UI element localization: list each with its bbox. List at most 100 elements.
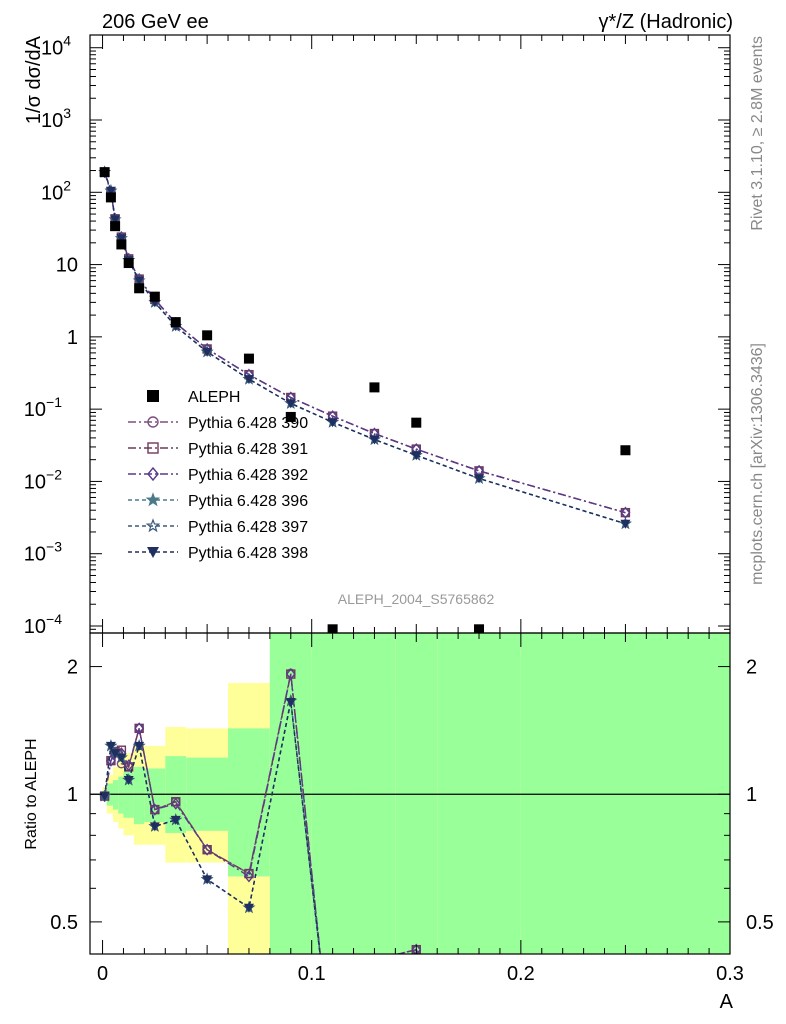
legend-item-data: ALEPH bbox=[147, 389, 240, 406]
ratio-marker-p392-8 bbox=[202, 843, 213, 856]
ratio-marker-p398-5 bbox=[134, 741, 145, 751]
aleph-point-15 bbox=[620, 445, 631, 456]
band-green-11 bbox=[311, 633, 354, 954]
main-ytick-label-6: 10−2 bbox=[24, 466, 62, 493]
ratio-marker-p392-7 bbox=[170, 797, 181, 810]
legend-label-data: ALEPH bbox=[188, 389, 240, 406]
legend-label-p398: Pythia 6.428 398 bbox=[188, 545, 308, 562]
plot-frames bbox=[89, 34, 731, 955]
xtick-label-0: 0 bbox=[97, 963, 108, 985]
main-ytick-label-4: 1 bbox=[67, 327, 78, 349]
ratio-marker-p392-10 bbox=[285, 667, 296, 681]
main-marker-p398-9 bbox=[243, 375, 254, 385]
legend-label-p390: Pythia 6.428 390 bbox=[188, 415, 308, 432]
legend-item-p397: Pythia 6.428 397 bbox=[128, 518, 308, 536]
aleph-point-8 bbox=[202, 330, 213, 341]
main-ylabel: 1/σ dσ/dA bbox=[23, 35, 45, 124]
ratio-marker-p398-9 bbox=[243, 903, 254, 913]
legend-item-p391: Pythia 6.428 391 bbox=[128, 441, 308, 458]
main-ytick-label-7: 10−3 bbox=[24, 539, 62, 566]
ratio-marker-p398-10 bbox=[285, 698, 296, 708]
main-marker-p398-14 bbox=[474, 474, 485, 484]
band-green-13 bbox=[395, 633, 438, 954]
main-ytick-label-2: 102 bbox=[41, 177, 71, 204]
aleph-point-5 bbox=[134, 283, 145, 294]
band-green-9 bbox=[228, 728, 270, 877]
aleph-point-0 bbox=[99, 167, 110, 178]
x-axis-label: A bbox=[720, 991, 734, 1013]
band-green-15 bbox=[520, 633, 730, 954]
aleph-point-9 bbox=[243, 353, 254, 364]
xtick-label-2: 0.2 bbox=[507, 963, 535, 985]
main-marker-p398-5 bbox=[134, 276, 145, 286]
main-line-p396 bbox=[103, 171, 626, 525]
legend-item-p398: Pythia 6.428 398 bbox=[128, 545, 308, 562]
ratio-ylabel: Ratio to ALEPH bbox=[23, 738, 40, 849]
mcplots-label: mcplots.cern.ch [arXiv:1306.3436] bbox=[749, 343, 766, 585]
legend-marker-p392 bbox=[147, 466, 159, 482]
aleph-point-3 bbox=[116, 239, 127, 250]
ratio-uncertainty-bands bbox=[102, 633, 730, 954]
legend-label-p391: Pythia 6.428 391 bbox=[188, 441, 308, 458]
ratio-marker-p398-1 bbox=[105, 741, 116, 751]
ratio-marker-p398-7 bbox=[170, 815, 181, 825]
ratio-ytick-label-right-0: 0.5 bbox=[746, 912, 774, 934]
ratio-marker-p392-12 bbox=[411, 943, 422, 954]
ratio-marker-p392-4 bbox=[123, 759, 134, 772]
legend-item-p396: Pythia 6.428 396 bbox=[128, 492, 308, 510]
ratio-marker-p392-5 bbox=[134, 722, 145, 735]
header-right: γ*/Z (Hadronic) bbox=[599, 11, 733, 33]
aleph-point-6 bbox=[149, 291, 160, 302]
band-green-14 bbox=[437, 633, 521, 954]
axis-ticks bbox=[90, 35, 731, 954]
ratio-marker-p398-2 bbox=[110, 749, 121, 759]
ratio-marker-p392-1 bbox=[106, 754, 116, 767]
ratio-marker-p392-9 bbox=[244, 870, 254, 883]
main-marker-p398-3 bbox=[116, 234, 127, 244]
main-ytick-label-8: 10−4 bbox=[24, 611, 62, 638]
main-marker-p390-15 bbox=[620, 507, 631, 518]
header-left: 206 GeV ee bbox=[102, 11, 209, 33]
legend-label-p397: Pythia 6.428 397 bbox=[188, 519, 308, 536]
main-marker-p398-11 bbox=[327, 418, 338, 428]
ratio-frame bbox=[89, 632, 731, 955]
ratio-ytick-label-right-1: 1 bbox=[746, 784, 757, 806]
legend: ALEPH Pythia 6.428 390 Pythia 6.428 391 Pyt… bbox=[128, 389, 308, 562]
ratio-marker-p398-3 bbox=[116, 753, 127, 763]
ratio-marker-p398-4 bbox=[123, 776, 134, 786]
main-line-p390 bbox=[103, 171, 626, 514]
aleph-point-7 bbox=[170, 317, 181, 328]
main-marker-p398-12 bbox=[369, 435, 380, 445]
analysis-id: ALEPH_2004_S5765862 bbox=[338, 591, 495, 607]
legend-marker-p390 bbox=[147, 416, 159, 428]
xtick-label-1: 0.1 bbox=[298, 963, 326, 985]
legend-marker-p396 bbox=[145, 492, 161, 507]
legend-label-p392: Pythia 6.428 392 bbox=[188, 467, 308, 484]
main-line-p391 bbox=[103, 171, 626, 514]
ratio-marker-p392-6 bbox=[149, 803, 160, 816]
main-marker-p398-15 bbox=[620, 519, 631, 529]
aleph-point-13 bbox=[411, 417, 422, 428]
aleph-data-points bbox=[99, 167, 631, 633]
band-green-5 bbox=[133, 766, 145, 825]
main-ytick-label-3: 10 bbox=[56, 255, 78, 277]
xtick-label-3: 0.3 bbox=[716, 963, 744, 985]
band-green-3 bbox=[118, 776, 124, 814]
ratio-ytick-label-left-0: 0.5 bbox=[50, 912, 78, 934]
main-series-group bbox=[98, 165, 632, 530]
legend-label-p396: Pythia 6.428 396 bbox=[188, 493, 308, 510]
main-line-p397 bbox=[103, 171, 626, 525]
main-marker-p398-2 bbox=[110, 215, 121, 225]
aleph-point-4 bbox=[123, 258, 134, 269]
legend-item-p390: Pythia 6.428 390 bbox=[128, 415, 308, 432]
band-green-12 bbox=[353, 633, 396, 954]
band-green-10 bbox=[269, 633, 312, 954]
ratio-marker-p398-8 bbox=[202, 875, 213, 885]
main-line-p398 bbox=[103, 171, 626, 525]
legend-item-p392: Pythia 6.428 392 bbox=[128, 466, 308, 484]
main-line-p392 bbox=[103, 171, 626, 514]
main-marker-p398-1 bbox=[105, 186, 116, 196]
main-marker-p398-13 bbox=[411, 451, 422, 461]
legend-marker-data bbox=[147, 390, 159, 402]
